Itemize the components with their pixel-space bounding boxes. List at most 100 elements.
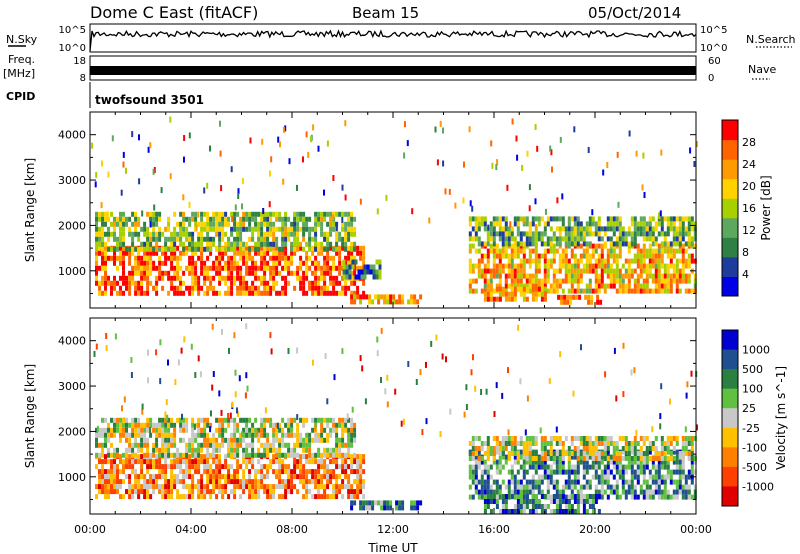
heatmap-cell [567,474,571,480]
heatmap-cell [353,479,357,485]
heatmap-cell [326,221,330,227]
heatmap-cell [641,184,644,191]
heatmap-cell [314,216,318,222]
heatmap-cell [155,464,159,470]
heatmap-cell [354,259,358,265]
heatmap-cell [560,299,564,305]
heatmap-cell [663,248,667,254]
heatmap-cell [143,246,147,252]
heatmap-cell [233,447,237,453]
heatmap-cell [609,216,613,222]
heatmap-cell [639,273,643,279]
heatmap-cell [597,236,601,242]
heatmap-cell [272,437,276,443]
heatmap-cell [101,211,104,217]
heatmap-cell [564,494,568,500]
heatmap-cell [149,211,153,217]
heatmap-cell [660,273,664,279]
heatmap-cell [663,263,667,269]
heatmap-cell [609,459,613,465]
heatmap-cell [684,231,688,237]
heatmap-cell [597,479,601,485]
heatmap-cell [430,340,433,347]
heatmap-cell [540,278,544,284]
heatmap-cell [347,417,351,423]
colorbar-tick-label: 100 [742,383,763,396]
heatmap-cell [495,283,499,289]
heatmap-cell [573,446,577,451]
heatmap-cell [678,479,682,485]
heatmap-cell [501,479,505,485]
heatmap-cell [113,275,116,281]
heatmap-cell [221,474,225,480]
heatmap-cell [519,494,523,499]
heatmap-cell [113,250,116,256]
heatmap-cell [582,241,586,247]
heatmap-cell [597,273,601,279]
heatmap-cell [582,288,586,294]
heatmap-cell [284,442,288,448]
heatmap-cell [596,299,600,305]
heatmap-cell [585,464,589,470]
heatmap-cell [672,216,676,222]
heatmap-cell [582,504,586,509]
heatmap-cell [338,484,342,490]
heatmap-cell [516,221,520,227]
heatmap-cell [143,432,147,438]
heatmap-cell [275,280,279,286]
heatmap-cell [525,456,529,461]
heatmap-cell [660,216,664,222]
heatmap-cell [105,333,108,339]
heatmap-cell [284,255,288,261]
heatmap-cell [642,263,646,269]
heatmap-cell [561,248,565,254]
heatmap-cell [211,384,214,391]
heatmap-cell [282,126,285,133]
heatmap-cell [657,459,661,465]
heatmap-cell [516,484,520,490]
heatmap-cell [302,221,306,227]
heatmap-cell [101,275,104,281]
heatmap-cell [197,255,201,261]
heatmap-cell [489,273,493,279]
heatmap-cell [260,265,264,271]
heatmap-cell [188,454,192,460]
heatmap-cell [146,494,150,500]
heatmap-cell [513,479,517,485]
heatmap-cell [501,253,505,259]
heatmap-cell [218,250,222,256]
heatmap-cell [570,494,574,499]
heatmap-cell [648,226,652,232]
heatmap-cell [209,442,213,448]
heatmap-cell [254,216,258,222]
heatmap-cell [251,260,255,266]
heatmap-cell [411,208,414,215]
heatmap-cell [134,417,138,423]
nsearch-tick-bottom: 10^0 [700,43,727,54]
heatmap-cell [278,484,282,490]
heatmap-cell [579,273,583,279]
heatmap-cell [344,194,347,201]
heatmap-cell [323,474,327,480]
heatmap-cell [489,231,493,237]
freq-tick-bottom: 8 [80,73,86,84]
heatmap-cell [657,456,661,461]
heatmap-cell [507,456,511,461]
heatmap-cell [344,260,348,266]
heatmap-cell [639,258,643,264]
heatmap-cell [152,459,156,465]
heatmap-cell [606,221,610,227]
heatmap-cell [504,253,508,259]
heatmap-cell [107,255,110,261]
heatmap-cell [398,294,402,300]
heatmap-cell [579,236,583,242]
heatmap-cell [648,258,652,264]
heatmap-cell [588,484,592,490]
heatmap-cell [153,167,156,173]
heatmap-cell [101,452,104,458]
heatmap-cell [194,372,197,378]
nsky-tick-bottom: 10^0 [59,43,86,54]
heatmap-cell [594,273,598,279]
heatmap-cell [269,417,273,423]
freq-unit: [MHz] [3,67,35,80]
